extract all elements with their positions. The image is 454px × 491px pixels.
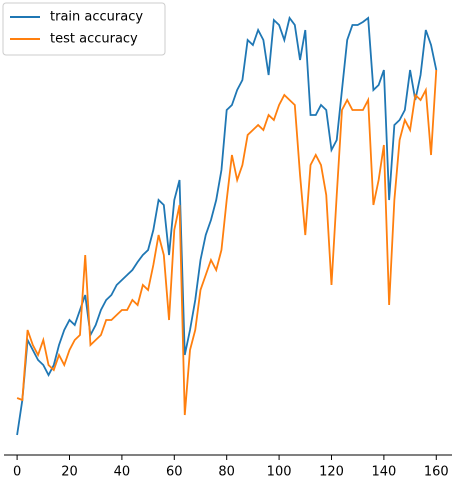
x-tick-label: 140 [371, 465, 396, 480]
x-tick-label: 100 [267, 465, 292, 480]
legend-label: test accuracy [50, 32, 138, 47]
legend-box [2, 2, 166, 56]
legend-label: train accuracy [50, 10, 143, 25]
x-tick-label: 160 [424, 465, 449, 480]
line-series [16, 69, 438, 416]
x-tick-label: 40 [114, 465, 131, 480]
x-tick-label: 20 [61, 465, 78, 480]
x-tick-label: 80 [218, 465, 235, 480]
x-tick-label: 60 [166, 465, 183, 480]
line-series [16, 15, 438, 436]
x-tick-label: 0 [13, 465, 21, 480]
x-tick-label: 120 [319, 465, 344, 480]
